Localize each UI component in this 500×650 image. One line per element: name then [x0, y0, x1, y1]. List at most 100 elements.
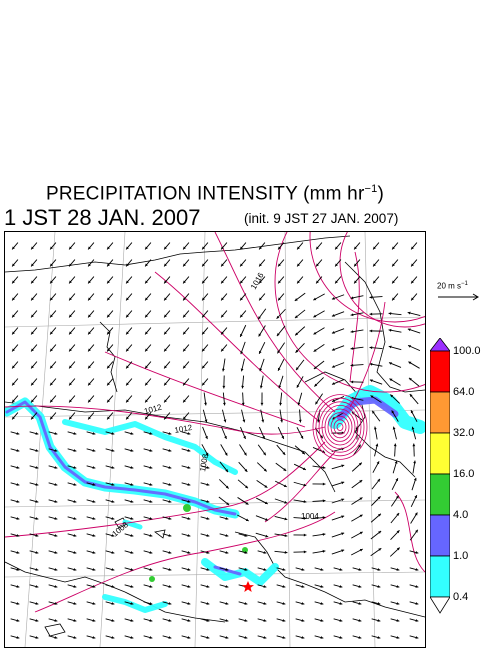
wind-arrow	[350, 363, 364, 367]
wind-arrow	[391, 242, 399, 250]
storm-isobar	[336, 422, 344, 431]
wind-arrow	[87, 259, 95, 267]
wind-arrow	[163, 293, 171, 301]
wind-arrow	[237, 497, 249, 505]
wind-arrow	[257, 584, 267, 588]
wind-arrow	[68, 327, 76, 335]
wind-arrow	[312, 465, 326, 469]
wind-arrow	[352, 601, 362, 605]
wind-arrow	[87, 310, 95, 318]
coastline-island-small-3	[44, 623, 66, 637]
wind-arrow	[391, 477, 399, 491]
wind-arrow	[67, 516, 77, 520]
wind-arrow	[144, 276, 152, 284]
wind-arrow	[67, 431, 77, 435]
wind-arrow	[373, 426, 378, 440]
wind-arrow	[200, 618, 210, 622]
wind-arrow	[49, 361, 57, 369]
wind-arrow	[407, 311, 421, 316]
wind-arrow	[67, 635, 77, 639]
wind-arrow	[125, 412, 133, 420]
wind-arrow	[255, 532, 269, 538]
wind-arrow	[220, 259, 228, 267]
wind-arrow	[181, 584, 191, 588]
chart-title: PRECIPITATION INTENSITY (mm hr−1)	[0, 183, 430, 205]
wind-arrow	[124, 533, 134, 537]
wind-arrow	[334, 242, 342, 250]
wind-arrow	[86, 550, 96, 554]
wind-arrow	[331, 311, 345, 317]
colorbar-level-label: 4.0	[453, 509, 469, 521]
wind-arrow	[144, 259, 152, 267]
wind-arrow	[201, 444, 209, 456]
wind-arrow	[48, 448, 58, 452]
wind-arrow	[144, 378, 152, 386]
wind-arrow	[276, 584, 286, 588]
precip-cell-south-core	[213, 565, 242, 576]
precip-spot	[149, 576, 155, 582]
isobar-line	[214, 232, 336, 413]
wind-arrow	[201, 310, 209, 318]
wind-arrow	[143, 618, 153, 622]
wind-arrow	[390, 512, 400, 524]
wind-arrow	[181, 499, 191, 503]
wind-arrow	[87, 276, 95, 284]
wind-arrow	[219, 567, 229, 571]
wind-arrow	[219, 584, 229, 588]
wind-arrow	[182, 378, 190, 386]
wind-arrow	[293, 481, 307, 487]
wind-arrow	[124, 448, 134, 452]
colorbar-level-label: 32.0	[453, 427, 475, 439]
wind-arrow	[200, 499, 210, 503]
wind-arrow	[182, 293, 190, 301]
wind-arrow	[86, 567, 96, 571]
wind-arrow	[48, 635, 58, 639]
wind-arrow	[390, 601, 400, 605]
wind-arrow	[222, 392, 226, 406]
wind-arrow	[409, 618, 419, 622]
wind-arrow	[369, 346, 383, 350]
isobar-line	[264, 451, 336, 523]
wind-arrow	[275, 462, 287, 472]
wind-arrow	[369, 379, 383, 385]
precip-band-moderate	[5, 400, 237, 516]
wind-arrow	[410, 512, 418, 524]
wind-arrow	[144, 361, 152, 369]
wind-arrow	[144, 395, 152, 403]
wind-arrow	[163, 276, 171, 284]
wind-arrow	[351, 497, 363, 505]
wind-arrow	[274, 516, 288, 521]
wind-arrow	[391, 276, 399, 284]
wind-arrow	[105, 635, 115, 639]
wind-arrow	[49, 395, 57, 403]
wind-arrow	[331, 362, 345, 368]
wind-arrow	[256, 479, 268, 489]
wind-arrow	[408, 377, 420, 387]
wind-arrow	[143, 499, 153, 503]
wind-arrow	[314, 618, 324, 622]
coastline-central	[5, 401, 336, 493]
wind-arrow	[11, 310, 19, 318]
wind-arrow	[388, 312, 402, 316]
storm-isobar	[312, 394, 368, 460]
wind-arrow	[239, 242, 247, 250]
wind-arrow	[10, 516, 20, 520]
wind-arrow	[200, 584, 210, 588]
wind-arrow	[331, 481, 345, 487]
wind-arrow	[241, 375, 245, 389]
wind-arrow	[67, 601, 77, 605]
wind-arrow	[277, 426, 285, 440]
wind-arrow	[407, 344, 421, 352]
wind-arrow	[125, 344, 133, 352]
wind-arrow	[312, 549, 326, 554]
isobar-line	[5, 441, 326, 538]
storm-isobar	[330, 415, 350, 439]
wind-arrow	[125, 259, 133, 267]
wind-arrow	[181, 533, 191, 537]
wind-arrow	[144, 293, 152, 301]
wind-arrow	[105, 465, 115, 469]
wind-arrow	[11, 327, 19, 335]
wind-arrow	[313, 327, 325, 335]
wind-arrow	[277, 259, 285, 267]
wind-arrow	[124, 499, 134, 503]
